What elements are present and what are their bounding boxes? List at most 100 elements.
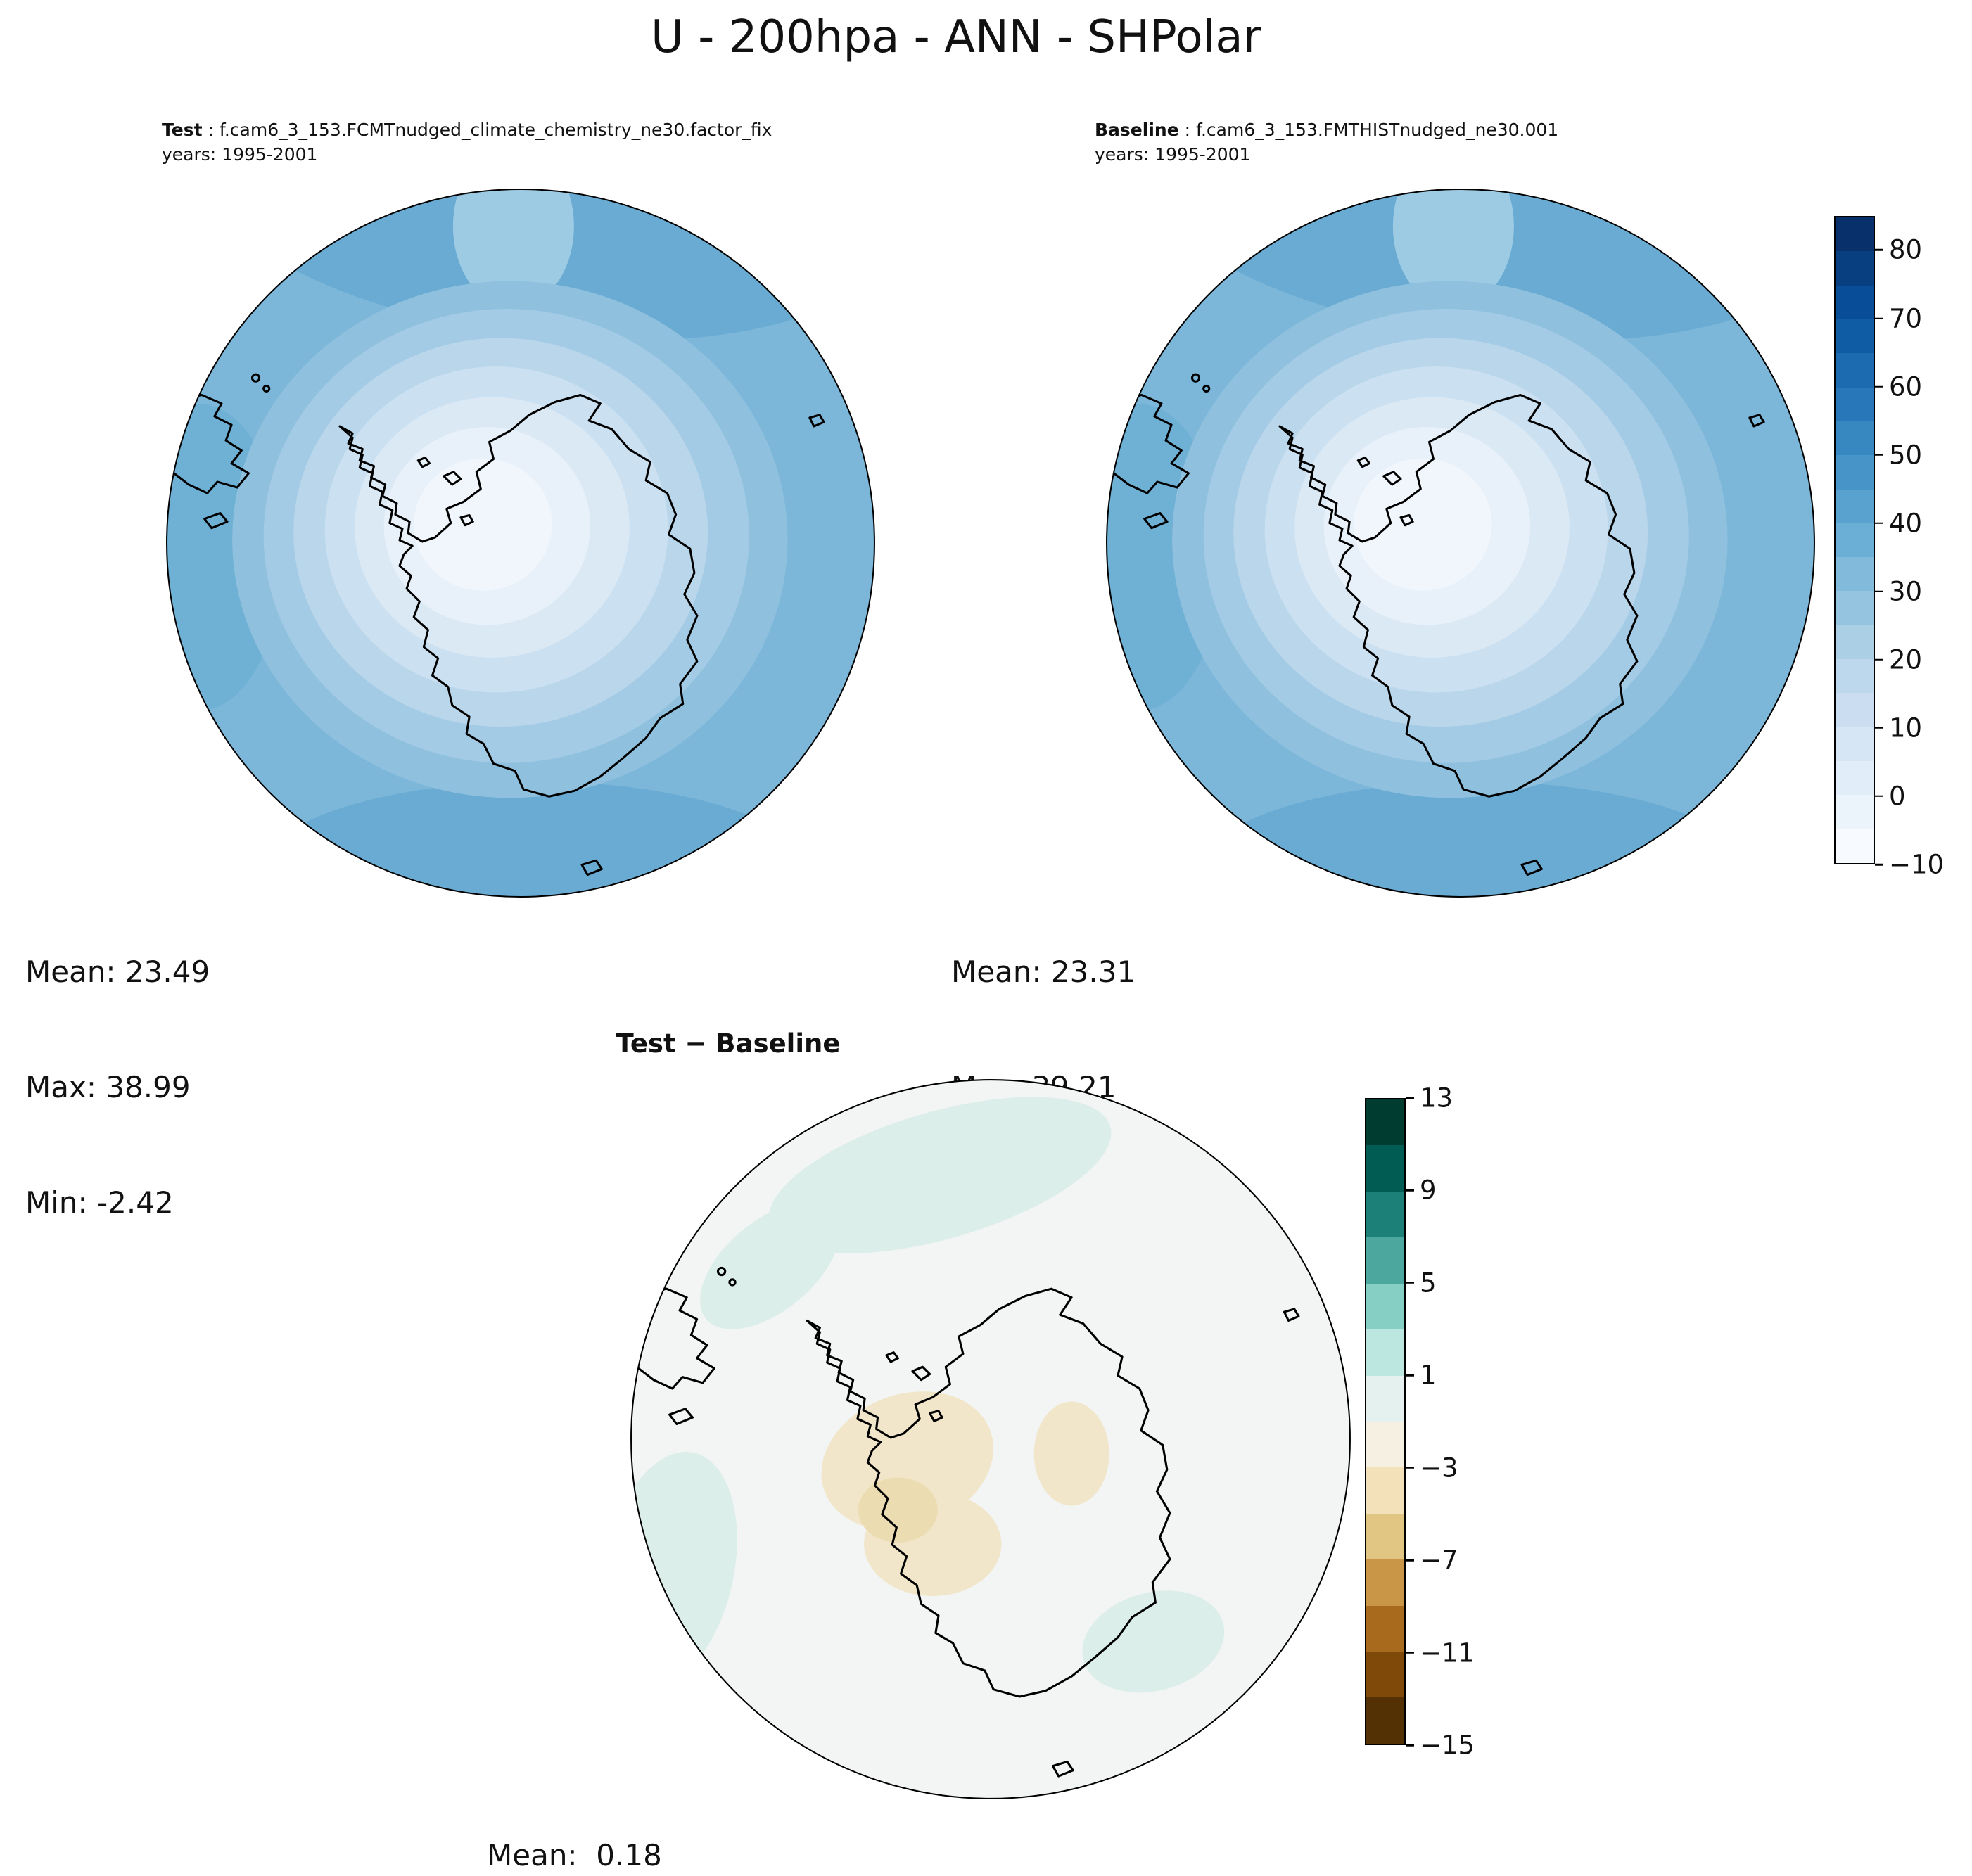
colorbar-tick <box>1406 1374 1414 1377</box>
colorbar-tick-label: 5 <box>1420 1268 1437 1298</box>
test-map <box>166 189 875 898</box>
test-header-line1: Test : f.cam6_3_153.FCMTnudged_climate_c… <box>162 118 772 143</box>
colorbar-segment <box>1366 1467 1404 1514</box>
colorbar-tick-label: −15 <box>1420 1730 1475 1761</box>
main-colorbar-bar <box>1834 216 1875 864</box>
colorbar-tick-label: 80 <box>1889 234 1923 265</box>
colorbar-segment <box>1836 659 1874 694</box>
colorbar-segment <box>1836 727 1874 761</box>
colorbar-tick <box>1875 249 1883 251</box>
colorbar-tick <box>1406 1744 1414 1747</box>
colorbar-segment <box>1366 1652 1404 1698</box>
colorbar-segment <box>1836 489 1874 523</box>
test-header: Test : f.cam6_3_153.FCMTnudged_climate_c… <box>162 118 772 167</box>
colorbar-segment <box>1366 1145 1404 1192</box>
colorbar-tick <box>1875 522 1883 524</box>
colorbar-tick <box>1406 1189 1414 1192</box>
test-stat-max: Max: 38.99 <box>25 1069 191 1104</box>
colorbar-tick-label: 70 <box>1889 303 1923 334</box>
diff-map-boundary <box>630 1079 1351 1799</box>
diff-colorbar-bar <box>1365 1098 1406 1745</box>
colorbar-tick-label: 13 <box>1420 1083 1453 1114</box>
colorbar-segment <box>1836 285 1874 319</box>
diff-map-shading <box>631 1080 1350 1799</box>
colorbar-tick <box>1875 385 1883 388</box>
colorbar-segment <box>1836 353 1874 388</box>
baseline-map-boundary <box>1106 189 1815 898</box>
baseline-header-label: Baseline <box>1095 120 1179 140</box>
colorbar-tick <box>1875 795 1883 798</box>
colorbar-segment <box>1366 1375 1404 1422</box>
colorbar-segment <box>1836 591 1874 625</box>
colorbar-tick <box>1406 1467 1414 1469</box>
baseline-header-line1: Baseline : f.cam6_3_153.FMTHISTnudged_ne… <box>1095 118 1558 143</box>
colorbar-segment <box>1836 523 1874 558</box>
test-header-label: Test <box>162 120 203 140</box>
figure-title: U - 200hpa - ANN - SHPolar <box>651 11 1261 63</box>
colorbar-tick-label: 50 <box>1889 440 1923 471</box>
diff-map <box>630 1079 1351 1799</box>
colorbar-tick <box>1875 590 1883 592</box>
colorbar-tick-label: −11 <box>1420 1638 1475 1668</box>
colorbar-tick-label: 9 <box>1420 1175 1437 1206</box>
test-stat-min: Min: -2.42 <box>25 1185 174 1220</box>
test-map-content <box>167 189 874 897</box>
colorbar-segment <box>1836 319 1874 354</box>
colorbar-segment <box>1836 217 1874 252</box>
colorbar-tick-label: 1 <box>1420 1360 1437 1391</box>
test-map-shading <box>167 189 874 897</box>
colorbar-tick-label: 0 <box>1889 781 1906 812</box>
diff-map-content <box>631 1080 1350 1799</box>
colorbar-segment <box>1366 1605 1404 1652</box>
test-stat-mean: Mean: 23.49 <box>25 955 210 990</box>
colorbar-tick <box>1875 317 1883 319</box>
colorbar-tick-label: −3 <box>1420 1453 1458 1483</box>
colorbar-segment <box>1366 1559 1404 1606</box>
colorbar-segment <box>1366 1697 1404 1744</box>
colorbar-tick <box>1406 1559 1414 1562</box>
colorbar-segment <box>1836 421 1874 456</box>
colorbar-tick <box>1875 454 1883 456</box>
colorbar-segment <box>1366 1191 1404 1238</box>
colorbar-tick-label: −7 <box>1420 1545 1458 1576</box>
colorbar-segment <box>1836 387 1874 421</box>
colorbar-segment <box>1836 557 1874 592</box>
colorbar-segment <box>1836 625 1874 660</box>
colorbar-segment <box>1836 693 1874 727</box>
colorbar-segment <box>1366 1329 1404 1376</box>
test-header-run: : f.cam6_3_153.FCMTnudged_climate_chemis… <box>202 120 772 140</box>
colorbar-segment <box>1366 1283 1404 1330</box>
colorbar-tick-label: 30 <box>1889 576 1923 607</box>
colorbar-tick-label: −10 <box>1889 849 1945 880</box>
colorbar-segment <box>1366 1237 1404 1284</box>
baseline-map <box>1106 189 1815 898</box>
colorbar-tick <box>1406 1097 1414 1099</box>
colorbar-segment <box>1836 251 1874 286</box>
colorbar-tick <box>1875 863 1883 866</box>
baseline-header-run: : f.cam6_3_153.FMTHISTnudged_ne30.001 <box>1178 120 1559 140</box>
colorbar-segment <box>1836 455 1874 490</box>
baseline-header-years: years: 1995-2001 <box>1095 143 1251 165</box>
colorbar-segment <box>1366 1099 1404 1146</box>
colorbar-tick <box>1406 1652 1414 1654</box>
baseline-header: Baseline : f.cam6_3_153.FMTHISTnudged_ne… <box>1095 118 1558 167</box>
baseline-stat-mean: Mean: 23.31 <box>951 955 1136 990</box>
test-map-boundary <box>166 189 875 898</box>
colorbar-segment <box>1366 1513 1404 1560</box>
diff-stat-mean: Mean: 0.18 <box>487 1838 662 1873</box>
colorbar-segment <box>1836 761 1874 796</box>
colorbar-segment <box>1836 795 1874 829</box>
colorbar-tick-label: 20 <box>1889 644 1923 675</box>
diff-stats: Mean: 0.18 Max: 1.38 Min: -1.26 <box>487 1760 662 1876</box>
colorbar-tick <box>1875 727 1883 729</box>
test-header-years: years: 1995-2001 <box>162 143 318 165</box>
diff-title: Test − Baseline <box>616 1028 841 1059</box>
diff-colorbar: 13 9 5 1 −3 −7 −11 −15 <box>1365 1083 1475 1761</box>
colorbar-tick <box>1406 1282 1414 1284</box>
colorbar-tick <box>1875 658 1883 661</box>
colorbar-tick-label: 40 <box>1889 508 1923 539</box>
colorbar-segment <box>1836 829 1874 863</box>
colorbar-tick-label: 60 <box>1889 371 1923 402</box>
colorbar-tick-label: 10 <box>1889 713 1923 744</box>
